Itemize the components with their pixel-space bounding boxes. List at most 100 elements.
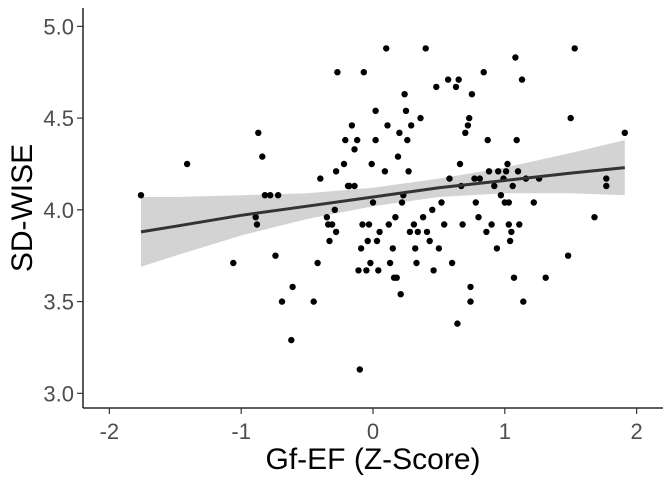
data-point bbox=[354, 136, 361, 144]
data-point bbox=[468, 91, 476, 98]
data-point bbox=[505, 221, 512, 228]
data-point bbox=[326, 237, 333, 245]
points-layer bbox=[137, 45, 628, 373]
data-point bbox=[368, 160, 375, 168]
data-point bbox=[334, 69, 341, 76]
y-tick-label: 4.5 bbox=[43, 106, 74, 131]
data-point bbox=[396, 129, 403, 136]
data-point bbox=[423, 228, 431, 236]
data-point bbox=[392, 214, 399, 221]
data-point bbox=[430, 267, 437, 274]
data-point bbox=[475, 214, 482, 221]
data-point bbox=[509, 182, 516, 190]
data-point bbox=[426, 237, 433, 245]
data-point bbox=[591, 214, 598, 221]
data-point bbox=[456, 160, 464, 168]
data-point bbox=[401, 91, 408, 98]
data-point bbox=[288, 336, 295, 344]
data-point bbox=[510, 274, 518, 281]
data-point bbox=[484, 136, 491, 144]
data-point bbox=[389, 245, 396, 252]
data-point bbox=[467, 283, 474, 291]
data-point bbox=[514, 168, 522, 175]
data-point bbox=[480, 69, 487, 76]
data-point bbox=[406, 228, 414, 236]
data-point bbox=[381, 168, 389, 175]
data-point bbox=[332, 168, 340, 175]
data-point bbox=[433, 83, 440, 91]
data-point bbox=[488, 221, 495, 228]
data-point bbox=[183, 160, 191, 168]
data-point bbox=[483, 228, 490, 236]
data-point bbox=[357, 245, 365, 252]
data-point bbox=[356, 366, 363, 373]
data-point bbox=[274, 192, 282, 199]
data-point bbox=[261, 192, 269, 199]
data-point bbox=[372, 136, 379, 144]
trend-line-layer bbox=[140, 166, 625, 234]
data-point bbox=[414, 228, 421, 236]
data-point bbox=[512, 54, 519, 61]
data-point bbox=[310, 298, 317, 305]
data-point bbox=[435, 245, 443, 252]
x-tick-label: 1 bbox=[499, 419, 511, 444]
data-point bbox=[448, 259, 456, 267]
data-point bbox=[571, 45, 578, 52]
regression-line bbox=[140, 166, 625, 234]
data-point bbox=[360, 69, 367, 76]
data-point bbox=[505, 199, 512, 206]
data-point bbox=[373, 237, 381, 245]
data-point bbox=[504, 160, 511, 168]
data-point bbox=[410, 221, 418, 228]
data-point bbox=[328, 221, 336, 228]
data-point bbox=[412, 245, 419, 252]
data-point bbox=[230, 259, 237, 267]
data-point bbox=[495, 168, 502, 175]
data-point bbox=[342, 136, 349, 144]
y-axis-title: SD-WISE bbox=[6, 144, 39, 272]
data-point bbox=[376, 228, 383, 236]
data-point bbox=[404, 136, 411, 144]
data-point bbox=[340, 160, 348, 168]
data-point bbox=[444, 76, 452, 83]
y-tick-label: 4.0 bbox=[43, 198, 74, 223]
y-tick-label: 3.0 bbox=[43, 381, 74, 406]
data-point bbox=[476, 175, 483, 182]
data-point bbox=[393, 274, 400, 281]
data-point bbox=[405, 168, 412, 175]
data-point bbox=[398, 199, 406, 206]
data-point bbox=[506, 237, 514, 245]
x-tick-label: -1 bbox=[231, 419, 251, 444]
data-point bbox=[513, 136, 520, 144]
data-point bbox=[348, 122, 356, 129]
data-point bbox=[493, 245, 501, 252]
data-point bbox=[485, 168, 493, 175]
data-point bbox=[466, 114, 473, 122]
x-axis-title: Gf-EF (Z-Score) bbox=[266, 443, 481, 476]
data-point bbox=[567, 114, 574, 122]
ticks-layer: -2 -1 0 1 2 3.0 3.5 4.0 4.5 5.0 bbox=[43, 14, 642, 444]
data-point bbox=[385, 221, 392, 228]
data-point bbox=[332, 228, 340, 236]
data-point bbox=[363, 267, 370, 274]
data-point bbox=[386, 259, 394, 267]
data-point bbox=[502, 168, 510, 175]
data-point bbox=[323, 214, 331, 221]
data-point bbox=[452, 83, 460, 91]
data-point bbox=[413, 259, 420, 267]
data-point bbox=[331, 206, 338, 213]
data-point bbox=[375, 267, 382, 274]
data-point bbox=[497, 192, 505, 199]
data-point bbox=[603, 175, 610, 182]
data-point bbox=[422, 45, 429, 52]
data-point bbox=[467, 298, 474, 305]
data-point bbox=[472, 199, 479, 206]
data-point bbox=[417, 114, 424, 122]
data-point bbox=[446, 175, 453, 182]
data-point bbox=[464, 122, 472, 129]
data-point bbox=[372, 107, 379, 115]
x-tick-label: -2 bbox=[100, 419, 120, 444]
data-point bbox=[438, 199, 445, 206]
data-point bbox=[367, 259, 374, 267]
data-point bbox=[462, 129, 469, 136]
